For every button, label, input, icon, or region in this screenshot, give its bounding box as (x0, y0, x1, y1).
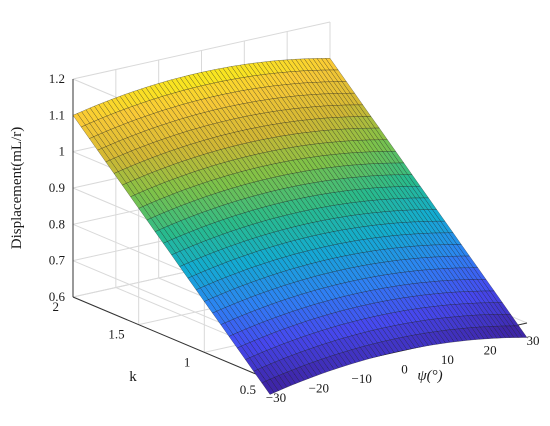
surface-patch (514, 325, 528, 338)
y-tick-label: 1 (184, 354, 191, 369)
x-axis-label: ψ(°) (417, 368, 442, 384)
y-tick-label: 0.5 (240, 382, 256, 397)
x-tick-label: 30 (527, 333, 540, 348)
x-tick-label: −30 (266, 390, 286, 405)
z-tick-label: 0.9 (49, 180, 65, 195)
x-tick-label: −20 (309, 381, 329, 396)
x-tick-label: 20 (484, 343, 497, 358)
y-tick-label: 1.5 (108, 327, 124, 342)
surface-plot (72, 58, 528, 395)
tick-labels: 0.6 0.7 0.8 0.9 1 1.1 1.2 0.5 1 1.5 2 −30 −20 −10 0 10 2… (49, 71, 540, 405)
z-tick-label: 0.7 (49, 253, 66, 268)
z-tick-label: 1.1 (49, 107, 65, 122)
z-tick-label: 1.2 (49, 71, 65, 86)
z-tick-label: 0.6 (49, 289, 66, 304)
z-tick-label: 0.8 (49, 216, 65, 231)
y-axis-label: k (129, 369, 137, 385)
z-tick-label: 1 (59, 144, 66, 159)
y-tick-label: 2 (53, 299, 60, 314)
x-tick-label: 0 (401, 362, 408, 377)
x-tick-label: 10 (441, 352, 454, 367)
z-axis-label: Displacement(mL/r) (9, 127, 25, 249)
x-tick-label: −10 (351, 371, 371, 386)
